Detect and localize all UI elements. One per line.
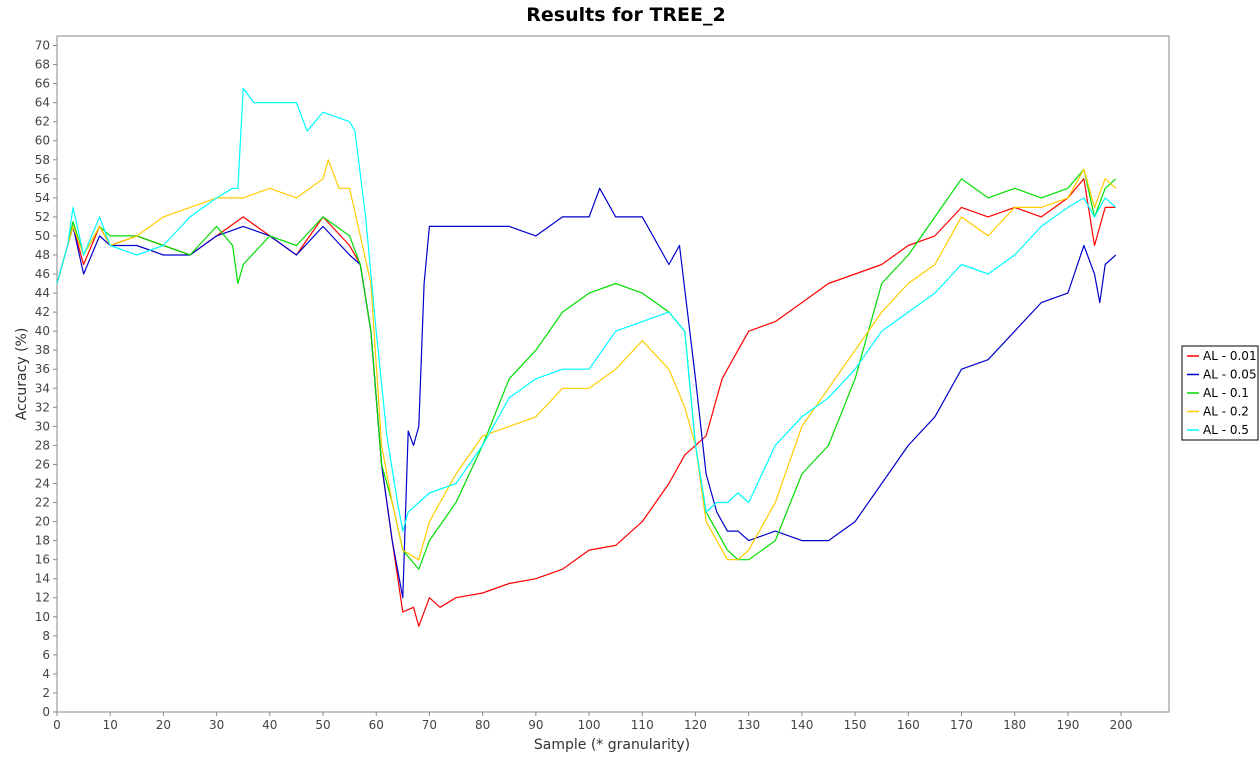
legend-label: AL - 0.01 [1203,349,1257,363]
y-tick-label: 66 [35,77,50,91]
x-tick-label: 170 [950,718,973,732]
y-tick-label: 30 [35,419,50,433]
x-tick-label: 50 [315,718,330,732]
x-tick-label: 30 [209,718,224,732]
chart-title: Results for TREE_2 [526,4,725,26]
y-tick-label: 70 [35,39,50,53]
x-tick-label: 140 [790,718,813,732]
x-axis: 0 10 20 30 40 50 60 70 80 90 100 110 120 130 140 150 160… [53,712,1133,732]
series-line-3 [56,159,1117,561]
legend: AL - 0.01 AL - 0.05 AL - 0.1 AL - 0.2 AL - 0… [1181,345,1259,441]
x-tick-label: 10 [103,718,118,732]
x-axis-label: Sample (* granularity) [534,737,690,753]
x-tick-label: 60 [369,718,384,732]
y-axis: 0246810121416182022242628303234363840424… [35,39,57,719]
x-tick-label: 80 [475,718,490,732]
y-axis-label: Accuracy (%) [14,328,30,421]
y-tick-label: 64 [35,96,50,110]
x-tick-label: 20 [156,718,171,732]
x-tick-label: 130 [737,718,760,732]
x-tick-label: 150 [844,718,867,732]
series-line-2 [56,168,1117,570]
x-tick-label: 160 [897,718,920,732]
legend-label: AL - 0.1 [1203,386,1249,400]
y-tick-label: 16 [35,553,50,567]
y-tick-label: 48 [35,248,50,262]
y-tick-label: 26 [35,457,50,471]
y-tick-label: 22 [35,496,50,510]
y-tick-label: 42 [35,305,50,319]
y-tick-label: 36 [35,362,50,376]
y-tick-label: 28 [35,438,50,452]
y-tick-label: 68 [35,58,50,72]
y-tick-label: 58 [35,153,50,167]
y-tick-label: 20 [35,515,50,529]
y-tick-label: 40 [35,324,50,338]
x-tick-label: 100 [578,718,601,732]
y-tick-label: 4 [42,667,50,681]
x-tick-label: 180 [1003,718,1026,732]
x-tick-label: 0 [53,718,61,732]
y-tick-label: 8 [42,629,50,643]
series-line-1 [56,187,1117,599]
series-layer [56,87,1117,627]
y-tick-label: 46 [35,267,50,281]
y-tick-label: 14 [35,572,50,586]
x-tick-label: 200 [1110,718,1133,732]
y-tick-label: 50 [35,229,50,243]
y-tick-label: 12 [35,591,50,605]
x-tick-label: 190 [1056,718,1079,732]
y-tick-label: 62 [35,115,50,129]
series-line-4 [56,87,1117,532]
y-tick-label: 38 [35,343,50,357]
x-tick-label: 110 [631,718,654,732]
x-tick-label: 70 [422,718,437,732]
y-tick-label: 44 [35,286,50,300]
y-tick-label: 0 [42,705,50,719]
y-tick-label: 56 [35,172,50,186]
x-tick-label: 90 [528,718,543,732]
x-tick-label: 40 [262,718,277,732]
x-tick-label: 120 [684,718,707,732]
y-tick-label: 54 [35,191,50,205]
y-tick-label: 34 [35,381,50,395]
legend-label: AL - 0.05 [1203,368,1257,382]
plot-area [56,35,1170,713]
y-tick-label: 18 [35,534,50,548]
y-tick-label: 60 [35,134,50,148]
y-tick-label: 2 [42,686,50,700]
y-tick-label: 10 [35,610,50,624]
y-tick-label: 6 [42,648,50,662]
y-tick-label: 32 [35,400,50,414]
y-tick-label: 52 [35,210,50,224]
y-tick-label: 24 [35,476,50,490]
legend-label: AL - 0.2 [1203,405,1249,419]
legend-label: AL - 0.5 [1203,423,1249,437]
